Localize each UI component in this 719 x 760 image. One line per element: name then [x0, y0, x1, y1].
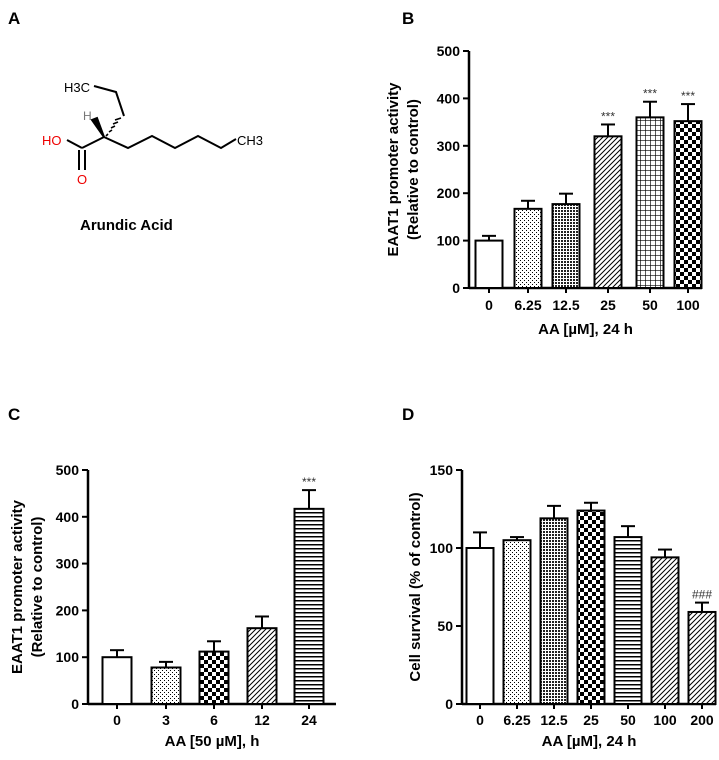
- x-tick-label: 50: [620, 712, 636, 728]
- x-tick-label: 25: [600, 297, 616, 313]
- significance-label: ###: [692, 588, 712, 602]
- bar: [613, 536, 643, 706]
- y-tick-label: 150: [430, 462, 454, 478]
- hydroxyl-label: HO: [42, 133, 62, 148]
- y-tick-label: 400: [437, 90, 461, 106]
- bar: [650, 556, 680, 705]
- bar: [635, 116, 665, 289]
- y-tick-label: 50: [437, 618, 453, 634]
- arundic-acid-structure: [66, 85, 237, 170]
- significance-label: ***: [601, 109, 615, 123]
- bar: [150, 666, 182, 705]
- y-tick-label: 100: [430, 540, 454, 556]
- y-tick-label: 200: [56, 602, 80, 618]
- y-tick-label: 100: [56, 649, 80, 665]
- panel-label-d: D: [402, 405, 414, 424]
- bar: [198, 650, 230, 705]
- y-tick-label: 400: [56, 509, 80, 525]
- x-tick-label: 0: [113, 712, 121, 728]
- x-tick-label: 6.25: [503, 712, 530, 728]
- x-tick-label: 6: [210, 712, 218, 728]
- hydrogen-label: H: [83, 109, 92, 123]
- molecule-name: Arundic Acid: [80, 217, 173, 234]
- x-tick-label: 3: [162, 712, 170, 728]
- y-tick-label: 300: [56, 556, 80, 572]
- x-tick-label: 12: [254, 712, 270, 728]
- x-tick-label: 50: [642, 297, 658, 313]
- y-tick-label: 500: [56, 462, 80, 478]
- chart-b: 0 100 200 300 400 500 0 6.25 12.5 25 *** 50 *** 100 **…: [385, 43, 703, 338]
- significance-label: ***: [681, 89, 695, 103]
- x-tick-label: 12.5: [552, 297, 579, 313]
- y-tick-label: 300: [437, 138, 461, 154]
- y-axis-label: Cell survival (% of control): [407, 492, 424, 681]
- bar: [101, 656, 133, 706]
- x-tick-label: 0: [485, 297, 493, 313]
- y-axis-label-secondary: (Relative to control): [29, 517, 46, 658]
- panel-label-b: B: [402, 9, 414, 28]
- x-tick-label: 100: [676, 297, 700, 313]
- panel-label-a: A: [8, 9, 20, 28]
- panel-label-c: C: [8, 405, 20, 424]
- bar: [687, 610, 717, 706]
- y-tick-label: 0: [452, 280, 460, 296]
- chart-c: 0 100 200 300 400 500 0 3 6 12 24 *** AA [50 µM], h E…: [9, 462, 336, 750]
- y-axis-label: EAAT1 promoter activity: [9, 499, 26, 674]
- bar: [465, 547, 495, 705]
- y-axis-label-secondary: (Relative to control): [405, 99, 422, 240]
- bar: [513, 207, 543, 289]
- x-tick-label: 0: [476, 712, 484, 728]
- x-tick-label: 25: [583, 712, 599, 728]
- x-axis-label: AA [µM], 24 h: [542, 733, 637, 750]
- bar: [502, 539, 532, 706]
- significance-label: ***: [302, 475, 316, 489]
- methyl-label-top: H3C: [64, 80, 90, 95]
- bar: [551, 203, 581, 290]
- bar: [246, 627, 278, 706]
- y-tick-label: 0: [445, 696, 453, 712]
- bar: [576, 509, 606, 705]
- methyl-label-end: CH3: [237, 133, 263, 148]
- y-tick-label: 500: [437, 43, 461, 59]
- x-tick-label: 200: [690, 712, 714, 728]
- bar: [593, 135, 623, 289]
- x-tick-label: 24: [301, 712, 317, 728]
- y-axis-label: EAAT1 promoter activity: [385, 82, 402, 257]
- bar: [293, 507, 325, 705]
- bar: [474, 239, 504, 290]
- chart-d: 0 50 100 150 0 6.25 12.5 25 50 100 200 ### AA [µM], …: [407, 462, 717, 750]
- y-tick-label: 100: [437, 233, 461, 249]
- x-tick-label: 100: [653, 712, 677, 728]
- bar: [673, 120, 703, 290]
- x-axis-label: AA [50 µM], h: [165, 733, 260, 750]
- bar: [539, 517, 569, 705]
- oxygen-label: O: [77, 172, 87, 187]
- x-axis-label: AA [µM], 24 h: [538, 321, 633, 338]
- x-tick-label: 6.25: [514, 297, 541, 313]
- x-tick-label: 12.5: [540, 712, 567, 728]
- y-tick-label: 200: [437, 185, 461, 201]
- y-tick-label: 0: [71, 696, 79, 712]
- significance-label: ***: [643, 87, 657, 101]
